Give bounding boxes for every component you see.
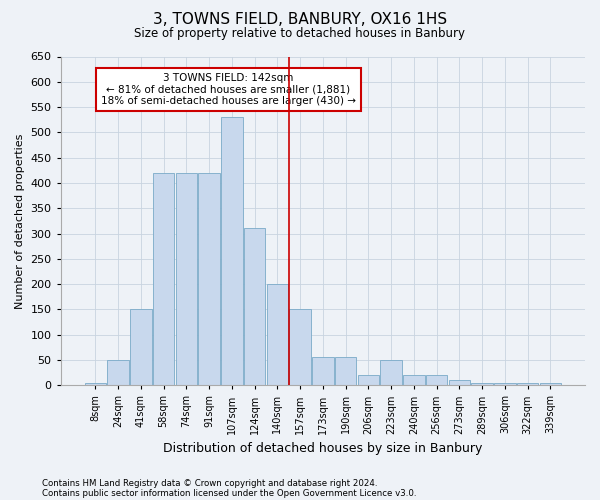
Text: 3 TOWNS FIELD: 142sqm
← 81% of detached houses are smaller (1,881)
18% of semi-d: 3 TOWNS FIELD: 142sqm ← 81% of detached … xyxy=(101,73,356,106)
Bar xyxy=(266,284,288,386)
Bar xyxy=(107,360,129,386)
Y-axis label: Number of detached properties: Number of detached properties xyxy=(15,133,25,308)
Bar xyxy=(426,375,448,386)
Bar xyxy=(176,173,197,386)
Bar xyxy=(380,360,402,386)
Bar xyxy=(221,117,242,386)
Text: Contains HM Land Registry data © Crown copyright and database right 2024.: Contains HM Land Registry data © Crown c… xyxy=(42,478,377,488)
Bar xyxy=(472,382,493,386)
Text: Size of property relative to detached houses in Banbury: Size of property relative to detached ho… xyxy=(134,28,466,40)
Bar xyxy=(130,310,152,386)
X-axis label: Distribution of detached houses by size in Banbury: Distribution of detached houses by size … xyxy=(163,442,482,455)
Bar xyxy=(494,382,515,386)
Text: Contains public sector information licensed under the Open Government Licence v3: Contains public sector information licen… xyxy=(42,488,416,498)
Bar xyxy=(312,358,334,386)
Bar xyxy=(153,173,175,386)
Bar xyxy=(198,173,220,386)
Bar xyxy=(539,382,561,386)
Bar xyxy=(517,382,538,386)
Bar xyxy=(85,382,106,386)
Bar xyxy=(358,375,379,386)
Text: 3, TOWNS FIELD, BANBURY, OX16 1HS: 3, TOWNS FIELD, BANBURY, OX16 1HS xyxy=(153,12,447,28)
Bar xyxy=(244,228,265,386)
Bar xyxy=(289,310,311,386)
Bar xyxy=(403,375,425,386)
Bar xyxy=(335,358,356,386)
Bar xyxy=(449,380,470,386)
